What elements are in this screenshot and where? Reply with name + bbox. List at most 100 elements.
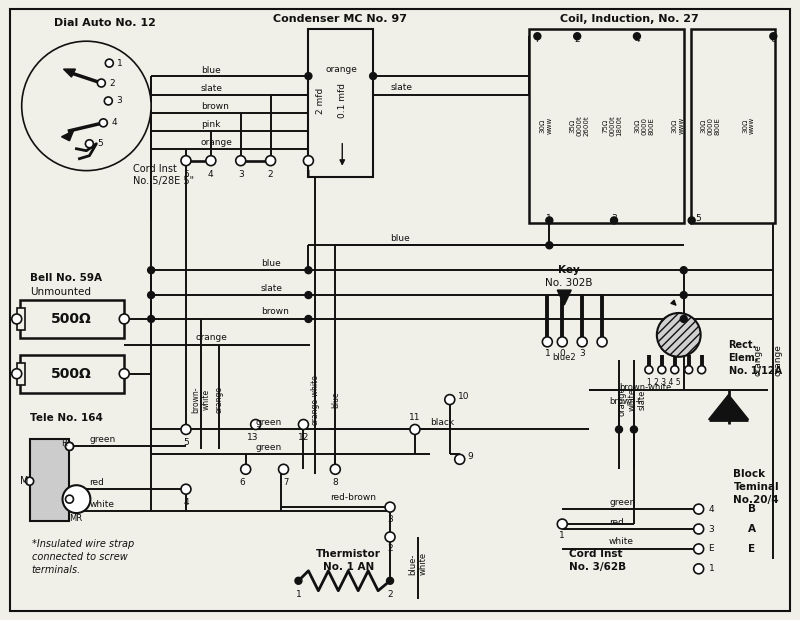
Circle shape bbox=[410, 425, 420, 435]
Circle shape bbox=[119, 369, 130, 379]
Circle shape bbox=[597, 337, 607, 347]
Bar bbox=[17, 363, 25, 384]
Circle shape bbox=[303, 156, 314, 166]
Text: 4: 4 bbox=[634, 35, 640, 44]
Circle shape bbox=[181, 156, 191, 166]
Circle shape bbox=[694, 504, 704, 514]
Text: 7: 7 bbox=[283, 478, 289, 487]
Circle shape bbox=[658, 366, 666, 374]
Text: 11: 11 bbox=[409, 413, 421, 422]
Circle shape bbox=[770, 33, 777, 40]
Text: 12: 12 bbox=[298, 433, 309, 442]
Circle shape bbox=[305, 73, 312, 79]
Circle shape bbox=[546, 242, 553, 249]
Text: red: red bbox=[609, 518, 624, 526]
Text: 30Ω
www: 30Ω www bbox=[540, 117, 553, 135]
Text: Cord Inst: Cord Inst bbox=[134, 164, 177, 174]
Circle shape bbox=[12, 314, 22, 324]
Circle shape bbox=[148, 316, 154, 322]
Circle shape bbox=[148, 291, 154, 299]
Text: B: B bbox=[749, 504, 757, 514]
Bar bbox=[309, 29, 373, 177]
Text: 10: 10 bbox=[458, 392, 470, 401]
Text: Block: Block bbox=[734, 469, 766, 479]
Text: Key: Key bbox=[558, 265, 580, 275]
Text: brown-
white: brown- white bbox=[191, 386, 210, 413]
Text: 35Ω
0000t
2600t: 35Ω 0000t 2600t bbox=[569, 115, 589, 136]
Text: green: green bbox=[609, 498, 635, 507]
Text: 1: 1 bbox=[545, 349, 550, 358]
Text: No. 1 AN: No. 1 AN bbox=[322, 562, 374, 572]
Circle shape bbox=[634, 33, 641, 40]
Text: A: A bbox=[749, 524, 757, 534]
Text: 3: 3 bbox=[709, 525, 714, 534]
Circle shape bbox=[298, 420, 309, 430]
Text: blue2: blue2 bbox=[552, 353, 576, 362]
Circle shape bbox=[680, 316, 687, 322]
Text: No. 1/12A: No. 1/12A bbox=[729, 366, 782, 376]
Polygon shape bbox=[709, 394, 749, 420]
Text: No. 302B: No. 302B bbox=[546, 278, 593, 288]
Text: green: green bbox=[256, 443, 282, 452]
Text: orange: orange bbox=[196, 334, 228, 342]
Circle shape bbox=[295, 577, 302, 584]
Text: 3: 3 bbox=[238, 170, 243, 179]
Polygon shape bbox=[63, 69, 75, 77]
Circle shape bbox=[104, 97, 112, 105]
Circle shape bbox=[62, 485, 90, 513]
Text: slate: slate bbox=[261, 283, 282, 293]
Circle shape bbox=[370, 73, 377, 79]
Text: 1: 1 bbox=[306, 170, 311, 179]
Circle shape bbox=[26, 477, 34, 485]
Circle shape bbox=[445, 394, 454, 405]
Circle shape bbox=[610, 217, 618, 224]
Text: orange: orange bbox=[754, 344, 763, 376]
Text: orange: orange bbox=[201, 138, 233, 148]
Text: MR: MR bbox=[70, 514, 82, 523]
Circle shape bbox=[305, 267, 312, 273]
Circle shape bbox=[558, 337, 567, 347]
Circle shape bbox=[241, 464, 250, 474]
Text: 6: 6 bbox=[770, 35, 776, 44]
Text: brown: brown bbox=[201, 102, 229, 112]
Circle shape bbox=[680, 291, 687, 299]
Text: blue: blue bbox=[330, 391, 340, 408]
Text: Rect.: Rect. bbox=[729, 340, 757, 350]
Text: Unmounted: Unmounted bbox=[30, 287, 90, 297]
Text: orange: orange bbox=[326, 64, 358, 74]
Circle shape bbox=[385, 502, 395, 512]
Text: pink: pink bbox=[201, 120, 220, 130]
Text: red-brown: red-brown bbox=[330, 493, 376, 502]
Text: Tele No. 164: Tele No. 164 bbox=[30, 412, 102, 422]
Circle shape bbox=[99, 119, 107, 127]
Text: 5: 5 bbox=[696, 214, 702, 223]
Text: 9: 9 bbox=[468, 452, 474, 461]
Circle shape bbox=[542, 337, 552, 347]
Text: 0.1 mfd: 0.1 mfd bbox=[338, 84, 346, 118]
Circle shape bbox=[688, 217, 695, 224]
Bar bbox=[20, 300, 124, 338]
Text: 5: 5 bbox=[98, 140, 103, 148]
Text: orange-
white: orange- white bbox=[618, 383, 637, 416]
Text: blue: blue bbox=[390, 234, 410, 243]
Text: 1: 1 bbox=[559, 531, 565, 541]
Text: 1: 1 bbox=[546, 214, 552, 223]
Circle shape bbox=[574, 33, 581, 40]
Circle shape bbox=[454, 454, 465, 464]
Text: 5: 5 bbox=[183, 438, 189, 447]
Text: 4: 4 bbox=[709, 505, 714, 513]
Circle shape bbox=[148, 267, 154, 273]
Circle shape bbox=[615, 426, 622, 433]
Text: Coil, Induction, No. 27: Coil, Induction, No. 27 bbox=[559, 14, 698, 24]
Text: brown-white: brown-white bbox=[619, 383, 671, 392]
Text: 2: 2 bbox=[268, 170, 274, 179]
Circle shape bbox=[694, 564, 704, 574]
Text: terminals.: terminals. bbox=[32, 565, 81, 575]
Text: blue: blue bbox=[261, 259, 280, 268]
Circle shape bbox=[546, 217, 553, 224]
Text: 30Ω
www: 30Ω www bbox=[742, 117, 755, 135]
Text: Thermistor: Thermistor bbox=[316, 549, 381, 559]
Text: 3: 3 bbox=[579, 349, 585, 358]
Text: 5: 5 bbox=[183, 170, 189, 179]
Text: 30Ω
www: 30Ω www bbox=[671, 117, 684, 135]
